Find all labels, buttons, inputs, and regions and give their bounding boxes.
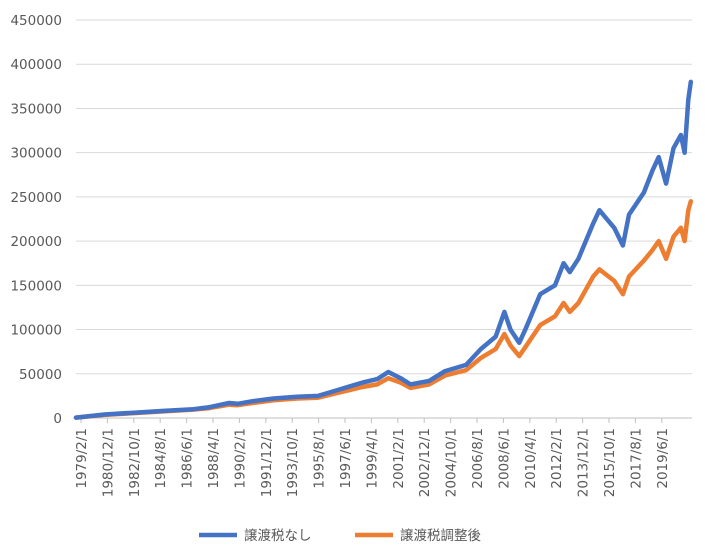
y-tick-label: 0 <box>53 411 62 427</box>
y-tick-label: 200000 <box>10 234 62 250</box>
x-tick-label: 1986/6/1 <box>180 428 196 489</box>
x-tick-label: 1999/4/1 <box>364 428 380 489</box>
x-tick-label: 1991/12/1 <box>259 428 275 497</box>
x-tick-label: 2006/8/1 <box>470 428 486 489</box>
series-line-no-tax <box>73 79 694 420</box>
x-axis: 1979/2/1 1980/12/1 1982/10/1 1984/8/1 1986/6… <box>74 417 692 497</box>
series-group <box>73 79 694 420</box>
x-tick-label: 1980/12/1 <box>100 428 116 497</box>
x-tick-label: 1990/2/1 <box>232 428 248 489</box>
x-tick-label: 1982/10/1 <box>127 428 143 497</box>
x-tick-label: 1997/6/1 <box>338 428 354 489</box>
x-tick-label: 2004/10/1 <box>444 428 460 497</box>
y-tick-label: 300000 <box>10 146 62 162</box>
gridlines <box>76 19 692 375</box>
x-tick-label: 1984/8/1 <box>153 428 169 489</box>
legend: 譲渡税なし 譲渡税調整後 <box>199 528 481 544</box>
x-tick-label: 2008/6/1 <box>496 428 512 489</box>
x-tick-label: 2017/8/1 <box>628 428 644 489</box>
legend-label: 譲渡税なし <box>244 528 312 544</box>
x-tick-label: 1988/4/1 <box>206 428 222 489</box>
y-tick-label: 450000 <box>10 13 62 29</box>
x-tick-label: 2012/2/1 <box>549 428 565 489</box>
x-tick-label: 1995/8/1 <box>312 428 328 489</box>
legend-label: 譲渡税調整後 <box>400 528 481 544</box>
y-tick-label: 50000 <box>19 367 62 383</box>
x-tick-label: 2019/6/1 <box>655 428 671 489</box>
y-tick-label: 350000 <box>10 101 62 117</box>
x-tick-label: 2010/4/1 <box>523 428 539 489</box>
x-tick-label: 1979/2/1 <box>74 428 90 489</box>
y-tick-label: 150000 <box>10 278 62 294</box>
x-tick-label: 2013/12/1 <box>576 428 592 497</box>
y-axis: 0 50000 100000 150000 200000 250000 300000 3500… <box>10 13 62 427</box>
x-tick-label: 2015/10/1 <box>602 428 618 497</box>
x-tick-label: 2002/12/1 <box>417 428 433 497</box>
x-tick-label: 1993/10/1 <box>285 428 301 497</box>
y-tick-label: 250000 <box>10 190 62 206</box>
y-tick-label: 400000 <box>10 57 62 73</box>
y-tick-label: 100000 <box>10 323 62 339</box>
x-tick-label: 2001/2/1 <box>391 428 407 489</box>
series-line-tax-adjusted <box>73 199 694 420</box>
